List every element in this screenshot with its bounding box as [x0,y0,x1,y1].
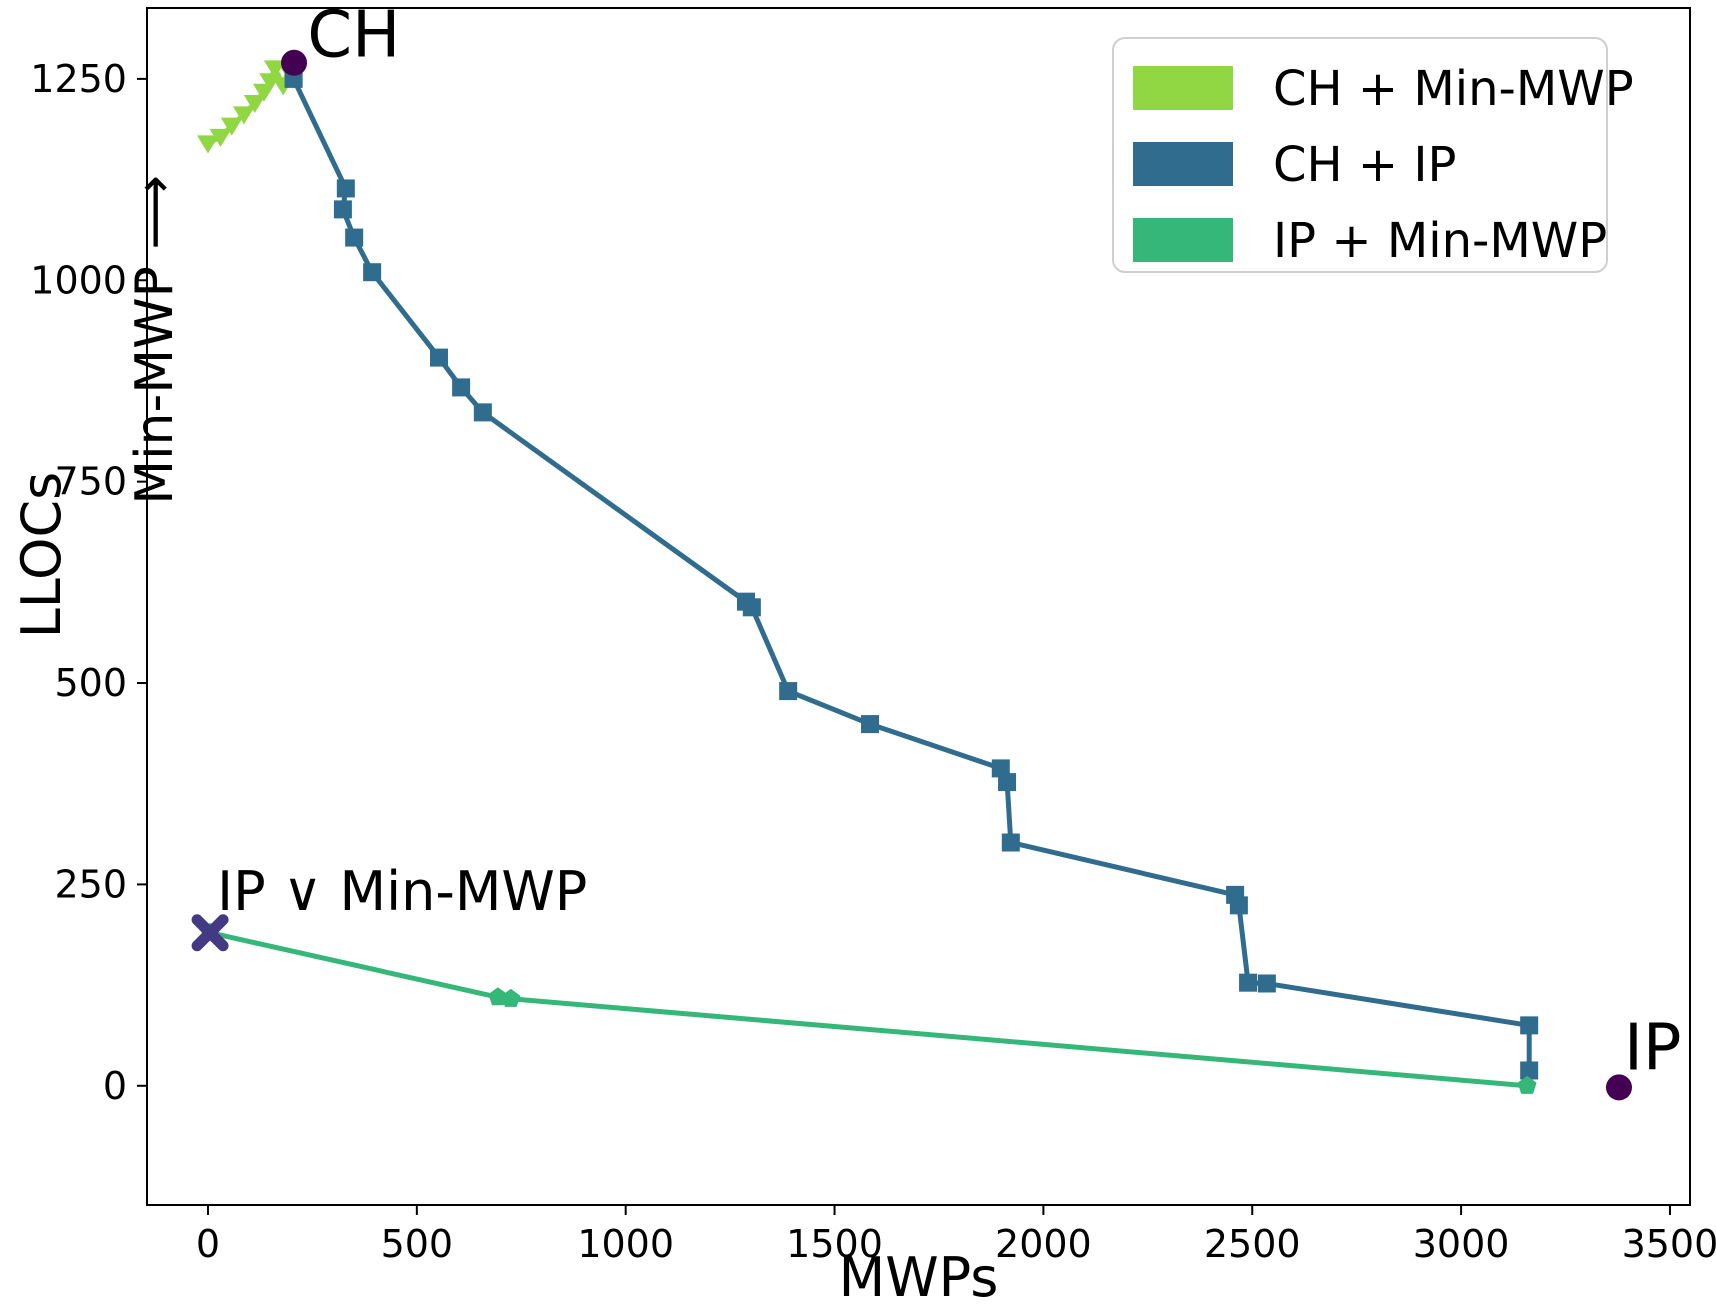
square-marker [345,228,364,247]
legend [1112,37,1608,273]
x-tick-label: 0 [196,1222,220,1266]
legend-label-ch-ip: CH + IP [1273,137,1456,193]
series-ch-ip [284,69,1539,1080]
ch-point [281,49,308,76]
x-tick-label: 3000 [1413,1222,1510,1266]
y-tick-label: 1000 [30,258,127,302]
y-tick-label: 0 [103,1064,127,1108]
x-tick-label: 1000 [577,1222,674,1266]
ip-or-minmwp-label: IP ∨ Min-MWP [217,860,587,923]
y-tick-label: 750 [54,460,127,504]
square-marker [991,759,1010,778]
square-marker [1229,896,1248,915]
x-marker [191,914,229,952]
pentagon-marker [488,987,508,1006]
ch-label: CH [307,0,400,72]
square-marker [998,773,1017,792]
legend-swatch-ch-min-mwp [1133,66,1233,110]
square-marker [1520,1061,1539,1080]
ip-point [1605,1074,1632,1101]
series-line [209,930,1528,1089]
x-tick-label: 2500 [1204,1222,1301,1266]
legend-label-ch-min-mwp: CH + Min-MWP [1273,61,1634,117]
legend-label-ip-min-mwp: IP + Min-MWP [1273,213,1607,269]
pentagon-marker [1517,1075,1537,1094]
square-marker [452,378,471,397]
x-tick-label: 3500 [1622,1222,1716,1266]
series-ip-min-mwp [200,922,1537,1094]
square-marker [1520,1016,1539,1035]
legend-swatch-ch-ip [1133,142,1233,186]
triangle-down-marker [243,95,266,114]
series-ch-min-mwp [196,60,300,154]
legend-swatch-ip-min-mwp [1133,218,1233,262]
y-tick-label: 500 [54,661,127,705]
square-marker [861,715,880,734]
triangle-down-marker [232,106,255,125]
pentagon-marker [501,988,521,1007]
triangle-down-marker [209,128,232,147]
y-axis-label: LLOCs [10,472,73,639]
square-marker [363,263,382,282]
square-marker [333,200,352,219]
y-tick-label: 250 [54,862,127,906]
square-marker [779,682,798,701]
square-marker [473,403,492,422]
y-tick-label: 1250 [30,57,127,101]
circle-marker [281,49,308,76]
legend-box [1112,37,1608,273]
square-marker [1257,974,1276,993]
square-marker [1239,973,1258,992]
ip-or-minmwp-point [191,914,229,952]
square-marker [742,598,761,617]
square-marker [1001,833,1020,852]
triangle-down-marker [220,117,243,136]
circle-marker [1605,1074,1632,1101]
x-axis-label: MWPs [839,1246,999,1307]
x-tick-label: 2000 [995,1222,1092,1266]
square-marker [429,348,448,367]
triangle-down-marker [196,135,219,154]
x-tick-label: 500 [381,1222,454,1266]
minmwp-direction-label: Min-MWP ⟶ [125,175,185,505]
x-tick-label: 1500 [786,1222,883,1266]
ip-label: IP [1624,1012,1681,1086]
square-marker [336,179,355,198]
plot-frame [146,7,1691,1206]
